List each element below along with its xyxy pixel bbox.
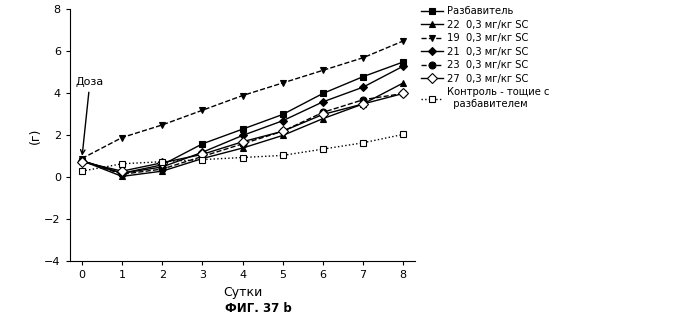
22  0,3 мг/кг SC — [399, 81, 408, 85]
27  0,3 мг/кг SC — [319, 112, 327, 116]
Line: Контроль - тощие с
  разбавителем: Контроль - тощие с разбавителем — [78, 131, 407, 175]
19  0,3 мг/кг SC — [279, 81, 287, 85]
Text: ФИГ. 37 b: ФИГ. 37 b — [225, 302, 292, 315]
Y-axis label: (г): (г) — [29, 127, 41, 144]
23  0,3 мг/кг SC — [77, 159, 86, 163]
19  0,3 мг/кг SC — [238, 94, 246, 97]
Контроль - тощие с
  разбавителем — [198, 158, 207, 162]
23  0,3 мг/кг SC — [198, 155, 207, 158]
22  0,3 мг/кг SC — [198, 157, 207, 160]
22  0,3 мг/кг SC — [238, 146, 246, 150]
21  0,3 мг/кг SC — [279, 119, 287, 123]
27  0,3 мг/кг SC — [279, 129, 287, 133]
Контроль - тощие с
  разбавителем — [319, 147, 327, 151]
Разбавитель — [158, 163, 166, 167]
19  0,3 мг/кг SC — [158, 123, 166, 127]
22  0,3 мг/кг SC — [118, 175, 126, 178]
Контроль - тощие с
  разбавителем — [279, 153, 287, 157]
Line: 21  0,3 мг/кг SC: 21 0,3 мг/кг SC — [79, 63, 406, 176]
Text: Доза: Доза — [76, 77, 104, 154]
22  0,3 мг/кг SC — [77, 159, 86, 163]
19  0,3 мг/кг SC — [359, 56, 367, 60]
Line: 23  0,3 мг/кг SC: 23 0,3 мг/кг SC — [78, 90, 407, 178]
19  0,3 мг/кг SC — [319, 68, 327, 72]
Line: Разбавитель: Разбавитель — [78, 59, 407, 177]
27  0,3 мг/кг SC — [399, 92, 408, 95]
21  0,3 мг/кг SC — [118, 171, 126, 175]
Line: 19  0,3 мг/кг SC: 19 0,3 мг/кг SC — [78, 37, 407, 162]
22  0,3 мг/кг SC — [158, 169, 166, 173]
23  0,3 мг/кг SC — [399, 92, 408, 95]
27  0,3 мг/кг SC — [238, 140, 246, 144]
Legend: Разбавитель, 22  0,3 мг/кг SC, 19  0,3 мг/кг SC, 21  0,3 мг/кг SC, 23  0,3 мг/кг: Разбавитель, 22 0,3 мг/кг SC, 19 0,3 мг/… — [419, 4, 551, 111]
27  0,3 мг/кг SC — [359, 102, 367, 106]
Контроль - тощие с
  разбавителем — [359, 141, 367, 145]
21  0,3 мг/кг SC — [238, 134, 246, 137]
Разбавитель — [118, 171, 126, 175]
23  0,3 мг/кг SC — [118, 172, 126, 176]
19  0,3 мг/кг SC — [77, 157, 86, 160]
Разбавитель — [238, 127, 246, 131]
23  0,3 мг/кг SC — [359, 98, 367, 102]
23  0,3 мг/кг SC — [238, 142, 246, 146]
21  0,3 мг/кг SC — [158, 165, 166, 169]
Разбавитель — [279, 112, 287, 116]
22  0,3 мг/кг SC — [319, 117, 327, 121]
Line: 22  0,3 мг/кг SC: 22 0,3 мг/кг SC — [78, 79, 407, 180]
X-axis label: Сутки: Сутки — [223, 286, 262, 299]
22  0,3 мг/кг SC — [279, 134, 287, 137]
Разбавитель — [198, 142, 207, 146]
19  0,3 мг/кг SC — [399, 39, 408, 43]
Разбавитель — [77, 159, 86, 163]
Разбавитель — [319, 92, 327, 95]
Контроль - тощие с
  разбавителем — [238, 156, 246, 159]
23  0,3 мг/кг SC — [279, 129, 287, 133]
21  0,3 мг/кг SC — [319, 100, 327, 104]
Контроль - тощие с
  разбавителем — [118, 162, 126, 166]
21  0,3 мг/кг SC — [198, 150, 207, 154]
21  0,3 мг/кг SC — [399, 64, 408, 68]
19  0,3 мг/кг SC — [118, 136, 126, 140]
Line: 27  0,3 мг/кг SC: 27 0,3 мг/кг SC — [78, 90, 407, 175]
Разбавитель — [359, 75, 367, 78]
Контроль - тощие с
  разбавителем — [77, 169, 86, 173]
19  0,3 мг/кг SC — [198, 108, 207, 112]
23  0,3 мг/кг SC — [158, 167, 166, 171]
27  0,3 мг/кг SC — [158, 161, 166, 165]
21  0,3 мг/кг SC — [359, 85, 367, 89]
21  0,3 мг/кг SC — [77, 159, 86, 163]
27  0,3 мг/кг SC — [77, 160, 86, 163]
Разбавитель — [399, 60, 408, 64]
27  0,3 мг/кг SC — [198, 152, 207, 156]
27  0,3 мг/кг SC — [118, 169, 126, 173]
Контроль - тощие с
  разбавителем — [399, 133, 408, 136]
23  0,3 мг/кг SC — [319, 111, 327, 114]
22  0,3 мг/кг SC — [359, 102, 367, 106]
Контроль - тощие с
  разбавителем — [158, 160, 166, 163]
